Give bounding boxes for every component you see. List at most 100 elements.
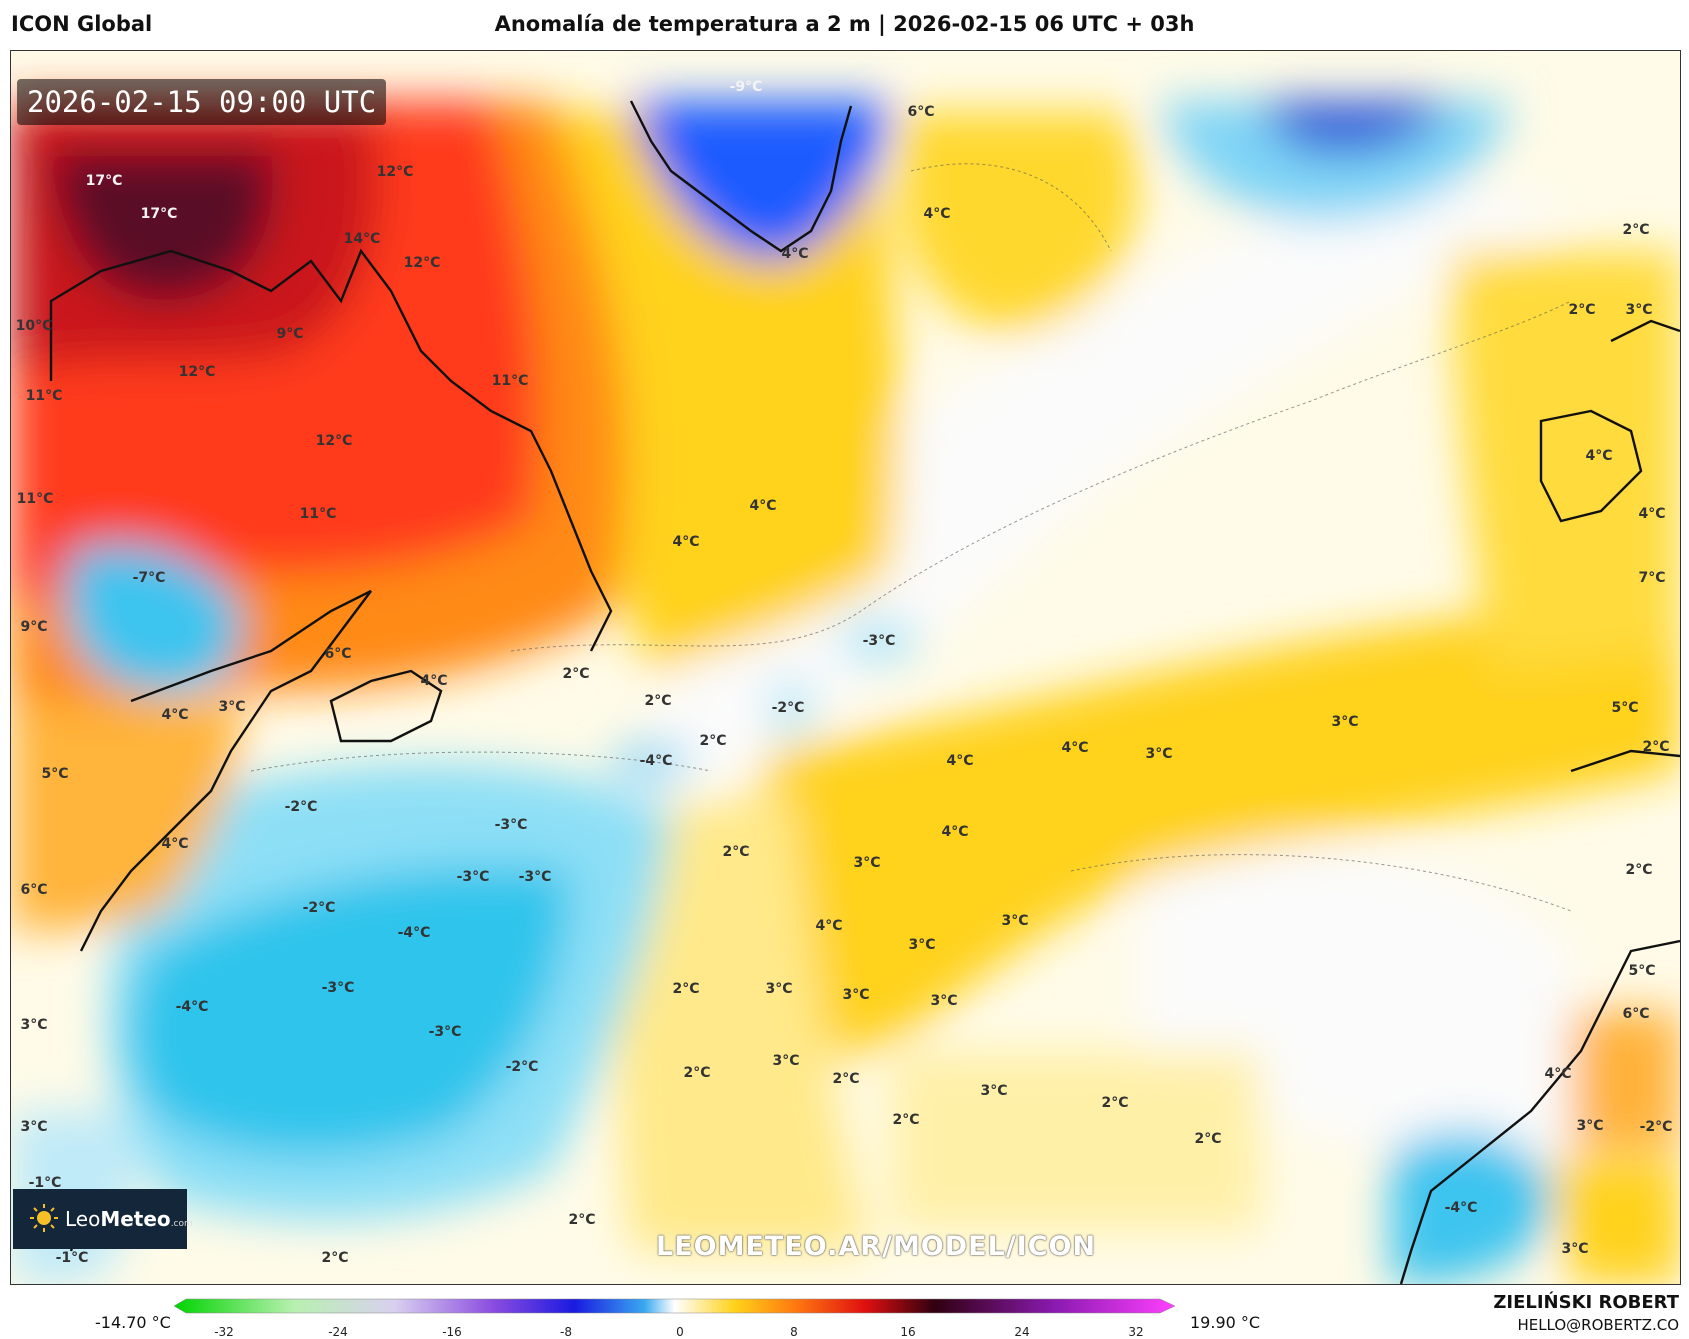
temperature-label: 2°C	[321, 1250, 349, 1266]
temperature-label: 7°C	[1638, 570, 1666, 586]
logo-brand-light: Leo	[65, 1207, 101, 1231]
temperature-label: 4°C	[1061, 740, 1089, 756]
temperature-label: 3°C	[765, 981, 793, 997]
temperature-label: 4°C	[749, 498, 777, 514]
temperature-label: 2°C	[1194, 1131, 1222, 1147]
temperature-label: -2°C	[302, 900, 336, 916]
temperature-label: 2°C	[1568, 302, 1596, 318]
scale-tick-label: 32	[1128, 1325, 1144, 1339]
scale-min-value: -14.70 °C	[95, 1313, 171, 1332]
temperature-label: -3°C	[456, 869, 490, 885]
temperature-label: 17°C	[140, 206, 178, 222]
author-email: HELLO@ROBERTZ.CO	[1517, 1316, 1679, 1334]
temperature-label: 3°C	[842, 987, 870, 1003]
temperature-label: 10°C	[15, 318, 53, 334]
temperature-label: -4°C	[397, 925, 431, 941]
temperature-label: 3°C	[772, 1053, 800, 1069]
temperature-label: -3°C	[321, 980, 355, 996]
temperature-label: 3°C	[1001, 913, 1029, 929]
author-credit: ZIELIŃSKI ROBERT	[1493, 1292, 1679, 1313]
temperature-label: 3°C	[1625, 302, 1653, 318]
watermark-url: LEOMETEO.AR/MODEL/ICON	[656, 1231, 1097, 1262]
temperature-label: 5°C	[1628, 963, 1656, 979]
temperature-label: 2°C	[644, 693, 672, 709]
temperature-label: -2°C	[505, 1059, 539, 1075]
scale-tick-label: 16	[900, 1325, 916, 1339]
temperature-label: 6°C	[324, 646, 352, 662]
scale-tick-label: -32	[214, 1325, 234, 1339]
temperature-label: -3°C	[494, 817, 528, 833]
temperature-label: -2°C	[771, 700, 805, 716]
temperature-label: 5°C	[1611, 700, 1639, 716]
temperature-label: 5°C	[41, 766, 69, 782]
temperature-label: 4°C	[781, 246, 809, 262]
temperature-label: 4°C	[161, 836, 189, 852]
temperature-label: 3°C	[908, 937, 936, 953]
temperature-label: 11°C	[491, 373, 529, 389]
model-name: ICON Global	[11, 12, 153, 36]
logo-brand-bold: Meteo	[100, 1207, 171, 1231]
temperature-label: 9°C	[276, 326, 304, 342]
temperature-label: 6°C	[907, 104, 935, 120]
temperature-label: -3°C	[428, 1024, 462, 1040]
temperature-label: 4°C	[161, 707, 189, 723]
temperature-label: 2°C	[1625, 862, 1653, 878]
temperature-label: 12°C	[178, 364, 216, 380]
temperature-label: 2°C	[892, 1112, 920, 1128]
temperature-label: 2°C	[562, 666, 590, 682]
temperature-label: 4°C	[946, 753, 974, 769]
temperature-label: 11°C	[16, 491, 54, 507]
temperature-label: 4°C	[420, 673, 448, 689]
temperature-label: 4°C	[815, 918, 843, 934]
valid-time-stamp: 2026-02-15 09:00 UTC	[17, 79, 387, 125]
temperature-label: -9°C	[729, 79, 763, 95]
sun-icon	[30, 1204, 58, 1232]
temperature-label: 2°C	[832, 1071, 860, 1087]
temperature-label: 2°C	[699, 733, 727, 749]
temperature-label: 2°C	[1101, 1095, 1129, 1111]
temperature-label: -4°C	[175, 999, 209, 1015]
temperature-label: 4°C	[1585, 448, 1613, 464]
scale-tick-label: -24	[328, 1325, 348, 1339]
temperature-label: 3°C	[1576, 1118, 1604, 1134]
temperature-label: 6°C	[20, 882, 48, 898]
temperature-label: 2°C	[568, 1212, 596, 1228]
temperature-label: -4°C	[1444, 1200, 1478, 1216]
temperature-label: 11°C	[299, 506, 337, 522]
temperature-label: -4°C	[639, 753, 673, 769]
scale-tick-label: -16	[442, 1325, 462, 1339]
temperature-label: 17°C	[85, 173, 123, 189]
temperature-label: 3°C	[980, 1083, 1008, 1099]
temperature-label: 11°C	[25, 388, 63, 404]
temperature-label: 2°C	[1622, 222, 1650, 238]
leometeo-logo: LeoMeteo.com	[13, 1189, 193, 1249]
temperature-label: -7°C	[132, 570, 166, 586]
temperature-label: 4°C	[672, 534, 700, 550]
temperature-label: 3°C	[930, 993, 958, 1009]
temperature-label: 12°C	[315, 433, 353, 449]
scale-tick-label: 0	[676, 1325, 684, 1339]
temperature-label: 2°C	[722, 844, 750, 860]
anomaly-map: 2026-02-15 09:00 UTC -9°C 6°C 4°C 4°C 17°C 17…	[10, 50, 1681, 1285]
logo-wordmark: LeoMeteo.com	[65, 1207, 193, 1231]
temperature-label: 12°C	[403, 255, 441, 271]
temperature-label: -1°C	[55, 1250, 89, 1266]
temperature-label: 12°C	[376, 164, 414, 180]
scale-tick-label: -8	[560, 1325, 572, 1339]
temperature-label: 14°C	[343, 231, 381, 247]
temperature-label: 6°C	[1622, 1006, 1650, 1022]
logo-suffix: .com	[170, 1219, 193, 1229]
temperature-label: -3°C	[862, 633, 896, 649]
temperature-label: 9°C	[20, 619, 48, 635]
temperature-label: 3°C	[853, 855, 881, 871]
color-scale-bar	[173, 1298, 1176, 1314]
temperature-label: 4°C	[1638, 506, 1666, 522]
temperature-label: 3°C	[218, 699, 246, 715]
temperature-label: 3°C	[20, 1017, 48, 1033]
temperature-label: 4°C	[923, 206, 951, 222]
scale-tick-label: 8	[790, 1325, 798, 1339]
temperature-label: 4°C	[941, 824, 969, 840]
temperature-label: 3°C	[20, 1119, 48, 1135]
temperature-label: -2°C	[284, 799, 318, 815]
temperature-label: 4°C	[1544, 1066, 1572, 1082]
